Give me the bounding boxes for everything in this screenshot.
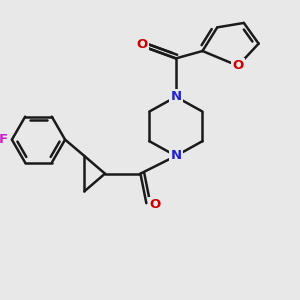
- Text: O: O: [232, 59, 244, 72]
- Text: O: O: [149, 198, 160, 211]
- Text: N: N: [170, 149, 182, 162]
- Text: F: F: [0, 133, 8, 146]
- Text: O: O: [136, 38, 148, 51]
- Text: N: N: [170, 90, 182, 103]
